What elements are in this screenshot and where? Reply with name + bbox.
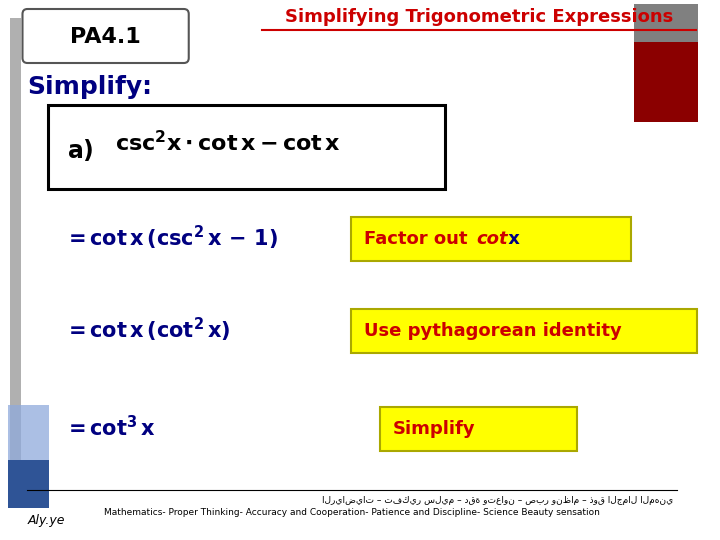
Text: Aly.ye: Aly.ye xyxy=(27,514,65,527)
Text: Mathematics- Proper Thinking- Accuracy and Cooperation- Patience and Discipline-: Mathematics- Proper Thinking- Accuracy a… xyxy=(104,508,600,517)
Text: الرياضيات – تفكير سليم – دقة وتعاون – صبر ونظام – ذوق الجمال المهني: الرياضيات – تفكير سليم – دقة وتعاون – صب… xyxy=(322,496,672,505)
FancyBboxPatch shape xyxy=(634,42,698,122)
FancyBboxPatch shape xyxy=(634,4,698,42)
Text: cot: cot xyxy=(476,230,508,248)
Text: Simplifying Trigonometric Expressions: Simplifying Trigonometric Expressions xyxy=(285,8,673,26)
Text: $\mathbf{= cot^{3}\, x}$: $\mathbf{= cot^{3}\, x}$ xyxy=(63,415,156,441)
Text: $\mathbf{a)}$: $\mathbf{a)}$ xyxy=(66,137,93,163)
FancyBboxPatch shape xyxy=(8,460,49,508)
FancyBboxPatch shape xyxy=(351,217,631,261)
FancyBboxPatch shape xyxy=(8,405,49,460)
Text: $\mathbf{= cot\, x\, (cot^{2}\, x)}$: $\mathbf{= cot\, x\, (cot^{2}\, x)}$ xyxy=(63,316,230,344)
Text: Use pythagorean identity: Use pythagorean identity xyxy=(364,322,621,340)
FancyBboxPatch shape xyxy=(48,105,445,189)
Text: Simplify: Simplify xyxy=(393,420,476,438)
Text: x: x xyxy=(502,230,520,248)
FancyBboxPatch shape xyxy=(351,309,697,353)
Text: $\mathbf{= cot\, x\, (csc^{2}\, x\, -\, 1)}$: $\mathbf{= cot\, x\, (csc^{2}\, x\, -\, … xyxy=(63,224,277,252)
FancyBboxPatch shape xyxy=(380,407,577,451)
FancyBboxPatch shape xyxy=(10,18,21,498)
FancyBboxPatch shape xyxy=(22,9,189,63)
Text: Factor out: Factor out xyxy=(364,230,474,248)
Text: $\mathbf{csc}^{\mathbf{2}}\mathbf{x \cdot cot\, x - cot\, x}$: $\mathbf{csc}^{\mathbf{2}}\mathbf{x \cdo… xyxy=(115,130,341,156)
Text: Simplify:: Simplify: xyxy=(27,75,153,99)
Text: PA4.1: PA4.1 xyxy=(71,27,141,47)
